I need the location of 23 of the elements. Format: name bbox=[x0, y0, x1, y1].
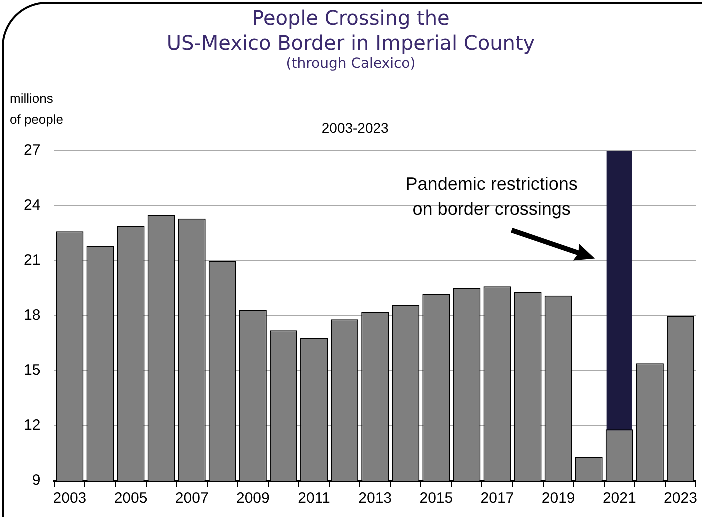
y-tick-label: 24 bbox=[24, 197, 41, 214]
x-tick-label: 2011 bbox=[298, 490, 330, 508]
x-tick-label: 2005 bbox=[114, 490, 148, 508]
y-axis-title: millions of people bbox=[10, 90, 64, 129]
y-tick-label: 15 bbox=[24, 362, 41, 380]
x-tick-label: 2009 bbox=[236, 490, 270, 508]
x-tick-label: 2015 bbox=[420, 490, 454, 508]
text: 2003-2023 bbox=[322, 120, 390, 136]
x-tick-label: 2023 bbox=[664, 490, 698, 508]
chart-title: People Crossing the US-Mexico Border in Imperial County bbox=[166, 6, 536, 56]
x-tick-label: 2013 bbox=[358, 490, 392, 508]
x-tick-label: 2017 bbox=[480, 490, 514, 508]
x-tick-label: 2007 bbox=[175, 490, 209, 508]
y-tick-label: 21 bbox=[24, 252, 41, 270]
x-tick-label: 2019 bbox=[542, 490, 576, 508]
band-label: Pandemic restrictions on border crossings bbox=[406, 174, 578, 219]
y-tick-label: 27 bbox=[24, 142, 41, 160]
y-tick-label: 9 bbox=[32, 472, 41, 490]
x-tick-label: 2003 bbox=[53, 490, 87, 508]
chart-subtitle: (through Calexico) bbox=[285, 56, 417, 72]
x-tick-label: 2021 bbox=[602, 490, 636, 508]
y-tick-label: 18 bbox=[24, 307, 41, 324]
y-tick-label: 12 bbox=[24, 417, 41, 434]
